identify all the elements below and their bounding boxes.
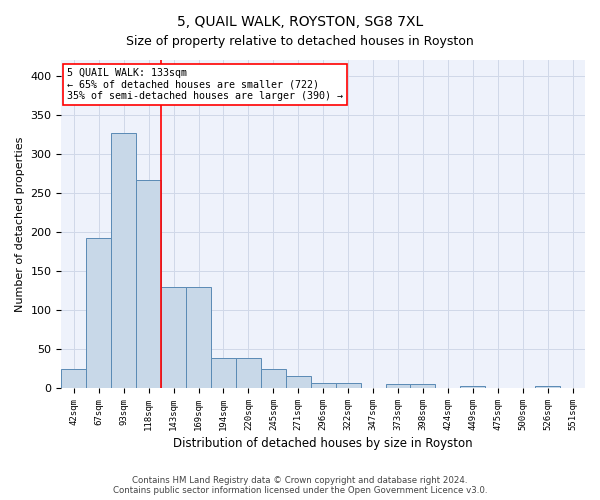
Bar [236,358,261,388]
Bar [335,382,361,388]
Bar [460,386,485,388]
Bar [261,368,286,388]
Bar [186,286,211,388]
Bar [211,358,236,388]
Bar [61,368,86,388]
Bar [86,238,111,388]
Bar [386,384,410,388]
X-axis label: Distribution of detached houses by size in Royston: Distribution of detached houses by size … [173,437,473,450]
Text: 5, QUAIL WALK, ROYSTON, SG8 7XL: 5, QUAIL WALK, ROYSTON, SG8 7XL [177,15,423,29]
Bar [286,376,311,388]
Text: 5 QUAIL WALK: 133sqm
← 65% of detached houses are smaller (722)
35% of semi-deta: 5 QUAIL WALK: 133sqm ← 65% of detached h… [67,68,343,102]
Bar [136,180,161,388]
Bar [311,382,335,388]
Bar [111,132,136,388]
Text: Contains HM Land Registry data © Crown copyright and database right 2024.
Contai: Contains HM Land Registry data © Crown c… [113,476,487,495]
Bar [161,286,186,388]
Bar [535,386,560,388]
Y-axis label: Number of detached properties: Number of detached properties [15,136,25,312]
Text: Size of property relative to detached houses in Royston: Size of property relative to detached ho… [126,35,474,48]
Bar [410,384,436,388]
